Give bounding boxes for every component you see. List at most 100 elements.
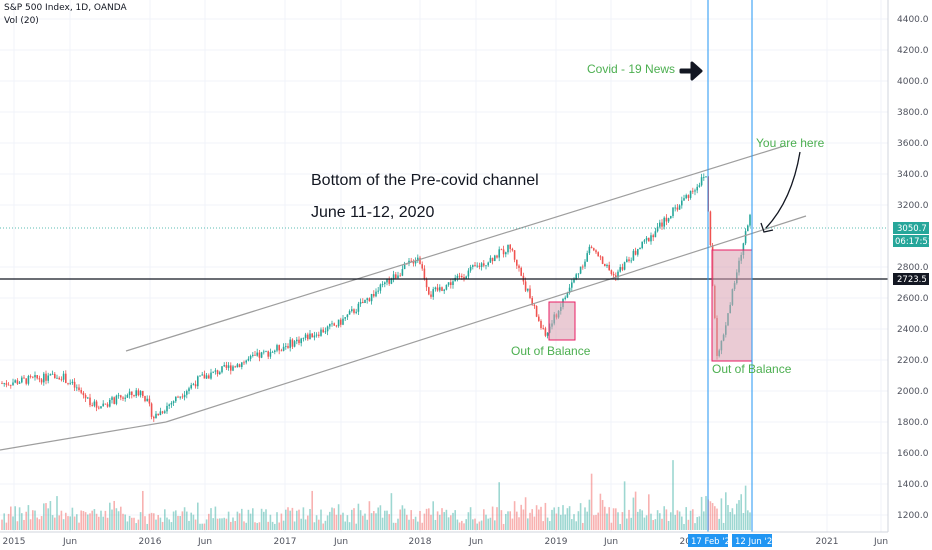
channel-base-line[interactable] xyxy=(0,421,167,451)
candle-body xyxy=(617,271,619,278)
volume-bar xyxy=(234,520,236,530)
candle-body xyxy=(458,275,461,277)
symbol-header[interactable]: S&P 500 Index, 1D, OANDA xyxy=(4,3,127,13)
candle-body xyxy=(25,378,27,384)
candle-body xyxy=(494,255,496,261)
candle-body xyxy=(529,288,531,298)
volume-bar xyxy=(159,517,162,530)
candle-body xyxy=(47,375,49,381)
volume-bar xyxy=(731,508,734,530)
volume-bar xyxy=(560,514,562,530)
right-arrow-icon xyxy=(679,61,703,81)
volume-bar xyxy=(674,514,676,530)
candle-body xyxy=(469,266,472,271)
candle-body xyxy=(188,388,190,392)
candle-body xyxy=(285,346,287,347)
candle-body xyxy=(269,352,272,357)
candle-body xyxy=(49,374,52,376)
candle-body xyxy=(148,398,151,404)
candle-body xyxy=(62,373,65,380)
y-tick-label: 2600.0 xyxy=(897,294,929,304)
annotation-covid-news[interactable]: Covid - 19 News xyxy=(587,62,676,76)
candle-body xyxy=(432,289,434,297)
volume-bar xyxy=(84,512,87,530)
volume-bar xyxy=(434,519,437,530)
annotation-out-of-balance-2[interactable]: Out of Balance xyxy=(712,362,792,376)
volume-bar xyxy=(573,514,575,530)
x-tick-label: Jun xyxy=(603,537,618,547)
volume-bar xyxy=(359,510,362,530)
volume-bar xyxy=(342,512,344,530)
grid-lines xyxy=(0,0,888,532)
candle-body xyxy=(117,395,120,397)
candle-body xyxy=(648,237,650,242)
volume-bar xyxy=(93,509,96,530)
volume-bar xyxy=(32,510,34,530)
annotation-you-are-here[interactable]: You are here xyxy=(756,136,825,150)
volume-bar xyxy=(663,506,665,530)
volume-bar xyxy=(623,481,626,530)
volume-bar xyxy=(109,502,111,530)
volume-bar xyxy=(414,516,417,530)
channel-lower-line[interactable] xyxy=(165,215,807,423)
candle-body xyxy=(249,355,252,359)
curved-arrow-icon xyxy=(765,151,801,229)
candle-body xyxy=(659,222,661,227)
candle-body xyxy=(357,303,360,312)
candle-body xyxy=(672,207,674,217)
volume-bar xyxy=(685,507,687,530)
volume-bar xyxy=(258,522,261,530)
annotation-title-line1[interactable]: Bottom of the Pre-covid channel xyxy=(311,172,539,189)
volume-bar xyxy=(608,507,610,530)
volume-indicator-label[interactable]: Vol (20) xyxy=(4,16,39,26)
candle-body xyxy=(1,383,3,385)
candle-body xyxy=(573,279,575,283)
annotation-out-of-balance-1[interactable]: Out of Balance xyxy=(511,344,591,358)
volume-bars xyxy=(1,460,751,530)
current-price-badge: 3050.7 xyxy=(897,224,927,234)
out-of-balance-box-2[interactable] xyxy=(711,249,753,362)
volume-bar xyxy=(744,485,747,530)
candle-body xyxy=(18,382,21,384)
candle-body xyxy=(571,282,573,288)
candle-body xyxy=(397,275,399,279)
volume-bar xyxy=(333,508,335,530)
candle-body xyxy=(621,267,624,270)
volume-bar xyxy=(551,509,553,530)
volume-bar xyxy=(183,507,186,530)
candle-body xyxy=(179,396,181,398)
candle-body xyxy=(533,304,536,307)
volume-bar xyxy=(67,516,69,530)
candle-body xyxy=(606,264,608,267)
volume-bar xyxy=(115,508,118,530)
candle-body xyxy=(326,326,329,332)
candle-body xyxy=(340,319,342,325)
candle-body xyxy=(223,365,225,367)
y-axis-ticks[interactable]: 4400.0 4200.0 4000.0 3800.0 3600.0 3400.0 3200… xyxy=(897,15,929,521)
countdown-badge: 06:17:51 xyxy=(895,237,932,247)
volume-bar xyxy=(711,503,714,530)
candle-body xyxy=(399,275,401,277)
candle-body xyxy=(80,390,82,393)
candle-body xyxy=(111,397,113,400)
volume-bar xyxy=(373,511,375,530)
y-tick-label: 3800.0 xyxy=(897,108,929,118)
candle-body xyxy=(307,334,309,340)
volume-bar xyxy=(498,482,500,530)
volume-bar xyxy=(133,517,135,530)
out-of-balance-box-1[interactable] xyxy=(548,301,576,341)
volume-bar xyxy=(425,508,428,530)
volume-bar xyxy=(428,508,430,530)
candle-body xyxy=(155,413,157,419)
volume-bar xyxy=(375,513,377,530)
volume-bar xyxy=(54,517,56,530)
channel-upper-line[interactable] xyxy=(125,145,785,352)
x-tick-label: Jun xyxy=(62,537,77,547)
volume-bar xyxy=(474,518,476,530)
candle-body xyxy=(498,249,500,258)
annotation-title-line2[interactable]: June 11-12, 2020 xyxy=(311,204,435,221)
candle-body xyxy=(7,384,10,386)
y-tick-label: 4000.0 xyxy=(897,77,929,87)
volume-bar xyxy=(621,512,624,530)
